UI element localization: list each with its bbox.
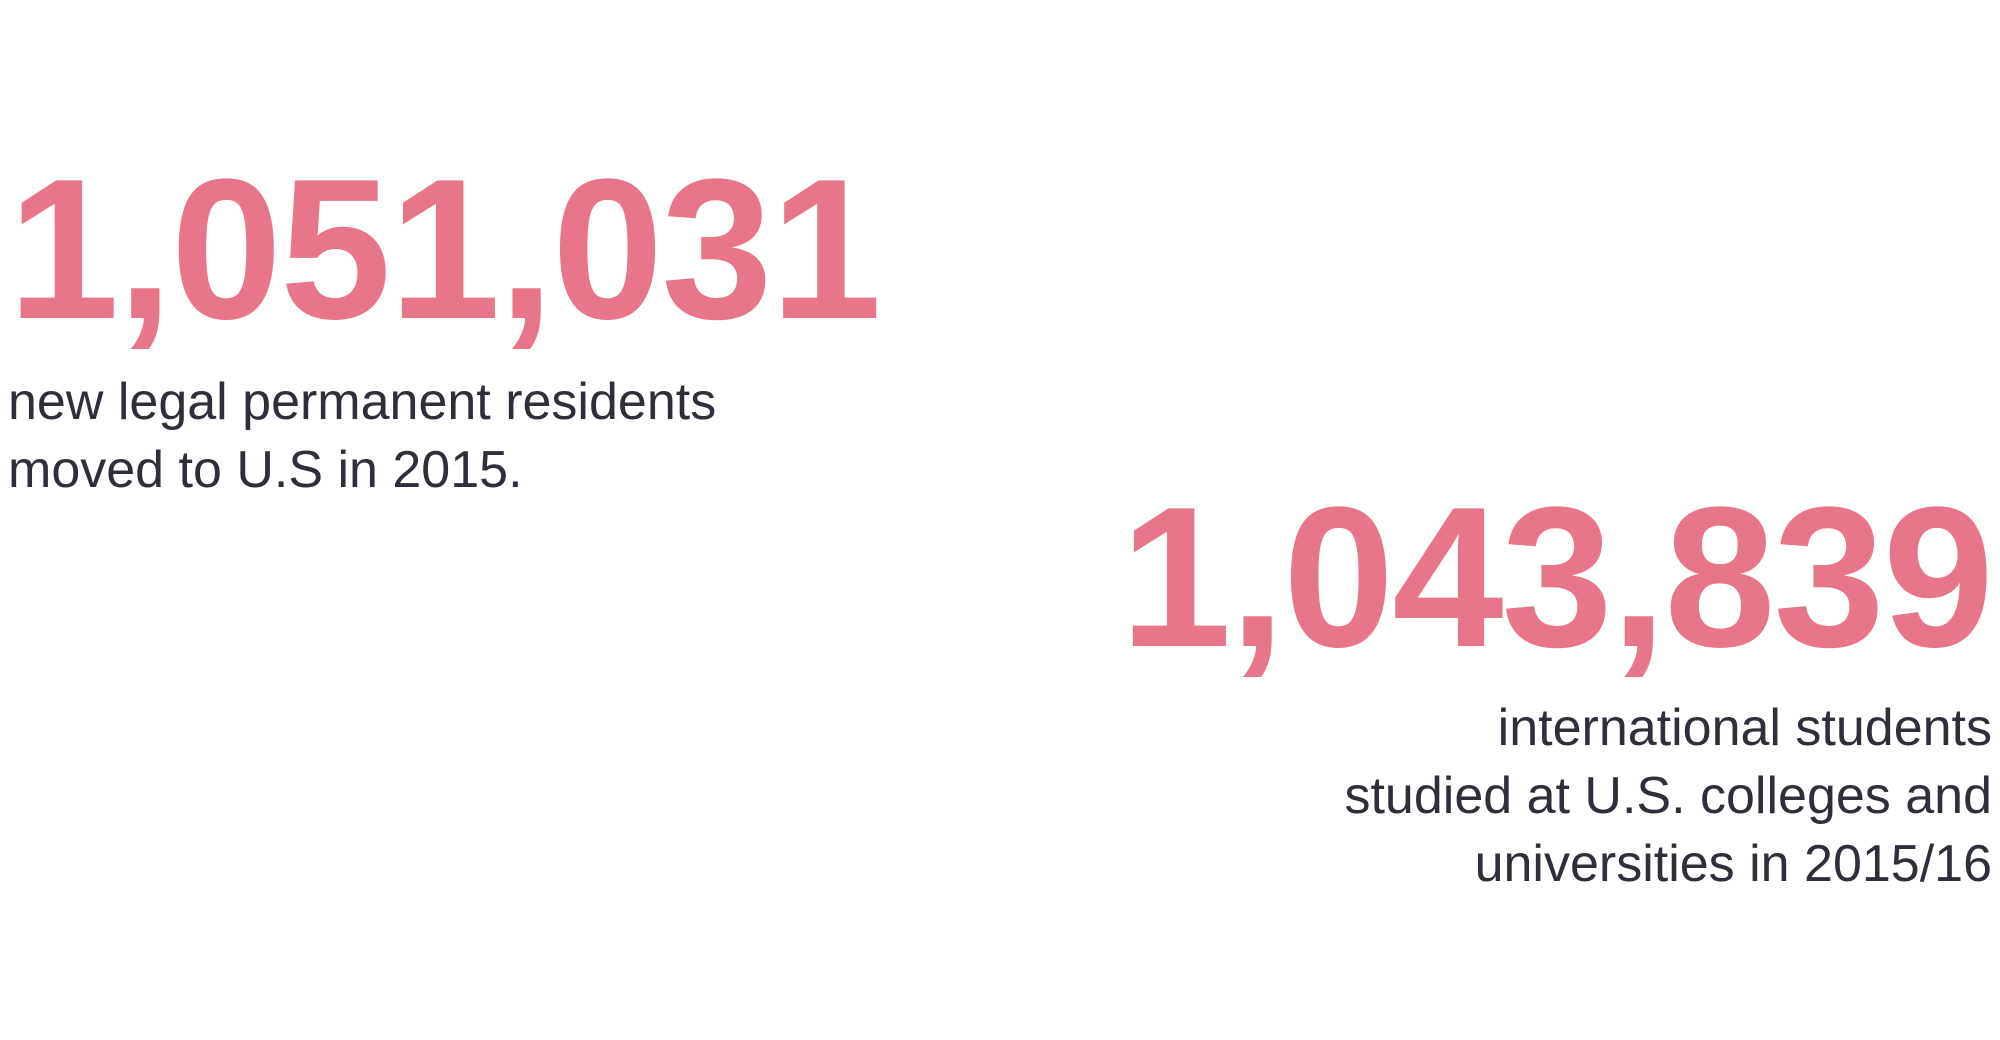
caption-line: new legal permanent residents [8, 373, 717, 431]
caption-line: international students [1497, 699, 1992, 757]
stat-international-students: 1,043,839 international students studied… [992, 466, 1994, 898]
stat-caption: new legal permanent residents moved to U… [8, 368, 1008, 504]
stat-number: 1,051,031 [8, 138, 882, 361]
caption-line: studied at U.S. colleges and [1344, 767, 1992, 825]
caption-line: universities in 2015/16 [1474, 835, 1992, 893]
stat-number: 1,043,839 [1120, 466, 1994, 689]
caption-line: moved to U.S in 2015. [8, 441, 523, 499]
stat-caption: international students studied at U.S. c… [992, 694, 1992, 898]
stat-permanent-residents: 1,051,031 new legal permanent residents … [8, 150, 1008, 504]
